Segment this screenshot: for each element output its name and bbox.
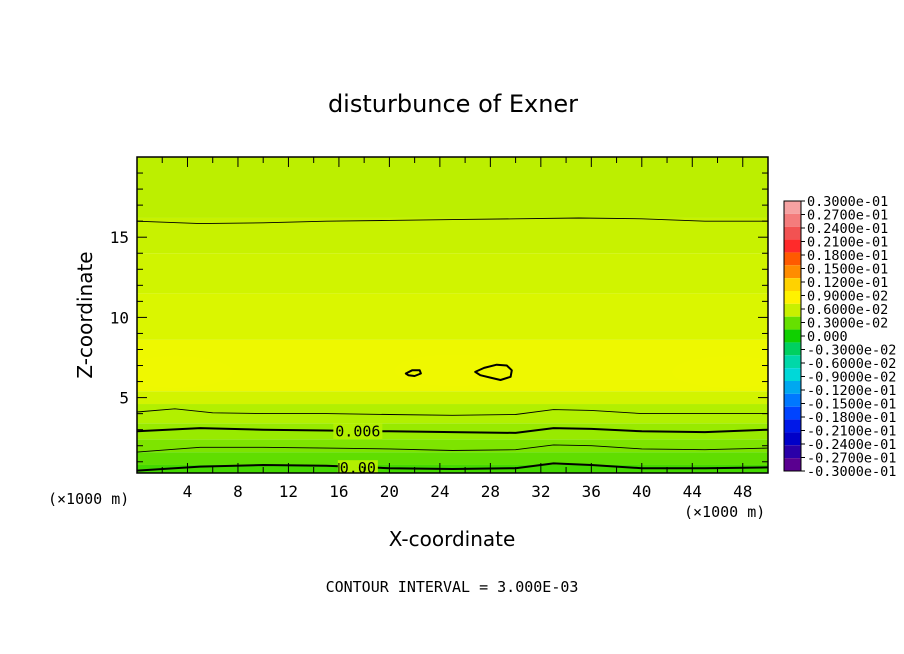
colorbar-swatch-13	[784, 368, 801, 381]
colorbar-label-11: -0.3000e-02	[807, 343, 896, 359]
x-unit-left: (×1000 m)	[48, 490, 129, 508]
colorbar-label-7: 0.9000e-02	[807, 289, 888, 305]
colorbar-swatch-14	[784, 381, 801, 394]
x-tick-label-8: 8	[233, 482, 243, 501]
x-tick-label-40: 40	[632, 482, 651, 501]
colorbar-label-0: 0.3000e-01	[807, 194, 888, 210]
y-tick-label-5: 5	[119, 389, 129, 408]
x-tick-label-20: 20	[380, 482, 399, 501]
x-tick-label-36: 36	[582, 482, 601, 501]
colorbar-swatch-11	[784, 342, 801, 356]
colorbar-swatch-5	[784, 265, 801, 279]
contour-line-2	[137, 427, 768, 434]
y-axis-label: Z-coordinate	[73, 251, 97, 378]
colorbar-swatch-7	[784, 291, 801, 304]
colorbar-label-18: -0.2400e-01	[807, 437, 896, 453]
chart-title: disturbunce of Exner	[328, 90, 578, 118]
colorbar-swatch-4	[784, 252, 801, 266]
contour-line-0	[137, 462, 768, 472]
colorbar-swatch-3	[784, 239, 801, 253]
field-pocket-2	[394, 354, 511, 387]
contour-label-0: 0.006	[335, 422, 380, 440]
x-tick-label-24: 24	[430, 482, 449, 501]
x-tick-label-28: 28	[481, 482, 500, 501]
colorbar-swatch-19	[784, 445, 801, 459]
x-unit-right: (×1000 m)	[684, 503, 765, 521]
contour-lines: 0.006 0.00	[137, 217, 768, 477]
field-band-7	[137, 293, 768, 340]
colorbar-swatch-20	[784, 458, 801, 471]
colorbar-label-20: -0.3000e-01	[807, 464, 896, 480]
field-band-10	[137, 157, 768, 218]
x-tick-label-44: 44	[683, 482, 702, 501]
x-tick-label-48: 48	[733, 482, 752, 501]
contour-interval-note: CONTOUR INTERVAL = 3.000E-03	[326, 578, 579, 596]
field-band-9	[137, 217, 768, 254]
colorbar-swatch-18	[784, 432, 801, 446]
colorbar-swatch-1	[784, 213, 801, 227]
colorbar-label-19: -0.2700e-01	[807, 451, 896, 467]
plot-frame	[136, 156, 769, 474]
field-band-8	[137, 253, 768, 294]
field-band-1	[137, 452, 768, 465]
x-axis-label: X-coordinate	[389, 527, 516, 551]
colorbar-label-3: 0.2100e-01	[807, 235, 888, 251]
colorbar-label-9: 0.3000e-02	[807, 316, 888, 332]
field-pocket-0	[137, 355, 233, 388]
contour-line-4	[137, 217, 768, 225]
colorbar-label-13: -0.9000e-02	[807, 370, 896, 386]
colorbar-label-8: 0.6000e-02	[807, 302, 888, 318]
x-tick-label-12: 12	[279, 482, 298, 501]
colorbar-swatch-2	[784, 226, 801, 240]
colorbar-label-14: -0.1200e-01	[807, 383, 896, 399]
contour-loop-1	[474, 363, 513, 381]
contour-line-3	[137, 408, 768, 416]
field-band-5	[137, 391, 768, 405]
contour-label-1: 0.00	[340, 459, 376, 477]
colorbar-label-15: -0.1500e-01	[807, 397, 896, 413]
colorbar-swatch-9	[784, 316, 801, 330]
colorbar-label-2: 0.2400e-01	[807, 221, 888, 237]
colorbar-swatch-12	[784, 355, 801, 369]
colorbar-swatch-17	[784, 419, 801, 433]
contour-label-bg-0	[333, 423, 383, 440]
colorbar: 0.3000e-010.2700e-010.2400e-010.2100e-01…	[783, 194, 896, 480]
colorbar-swatch-10	[784, 329, 801, 343]
colorbar-label-10: 0.000	[807, 329, 848, 345]
x-tick-label-4: 4	[183, 482, 193, 501]
field-pocket-1	[672, 355, 768, 388]
y-tick-label-15: 15	[110, 228, 129, 247]
colorbar-swatch-15	[784, 393, 801, 407]
colorbar-label-17: -0.2100e-01	[807, 424, 896, 440]
field-band-4	[137, 404, 768, 424]
contour-line-1	[137, 444, 768, 453]
colorbar-swatch-16	[784, 406, 801, 420]
colorbar-swatch-6	[784, 278, 801, 291]
colorbar-label-5: 0.1500e-01	[807, 262, 888, 278]
colorbar-label-16: -0.1800e-01	[807, 410, 896, 426]
x-tick-label-16: 16	[329, 482, 348, 501]
colorbar-swatch-8	[784, 303, 801, 317]
heatmap-field	[137, 157, 768, 473]
y-tick-label-10: 10	[110, 308, 129, 327]
colorbar-swatch-0	[784, 201, 801, 214]
colorbar-label-1: 0.2700e-01	[807, 208, 888, 224]
contour-loop-0	[404, 369, 422, 377]
colorbar-label-4: 0.1800e-01	[807, 248, 888, 264]
field-band-2	[137, 439, 768, 453]
contour-label-bg-1	[337, 460, 378, 473]
colorbar-label-6: 0.1200e-01	[807, 275, 888, 291]
colorbar-label-12: -0.6000e-02	[807, 356, 896, 372]
x-tick-label-32: 32	[531, 482, 550, 501]
